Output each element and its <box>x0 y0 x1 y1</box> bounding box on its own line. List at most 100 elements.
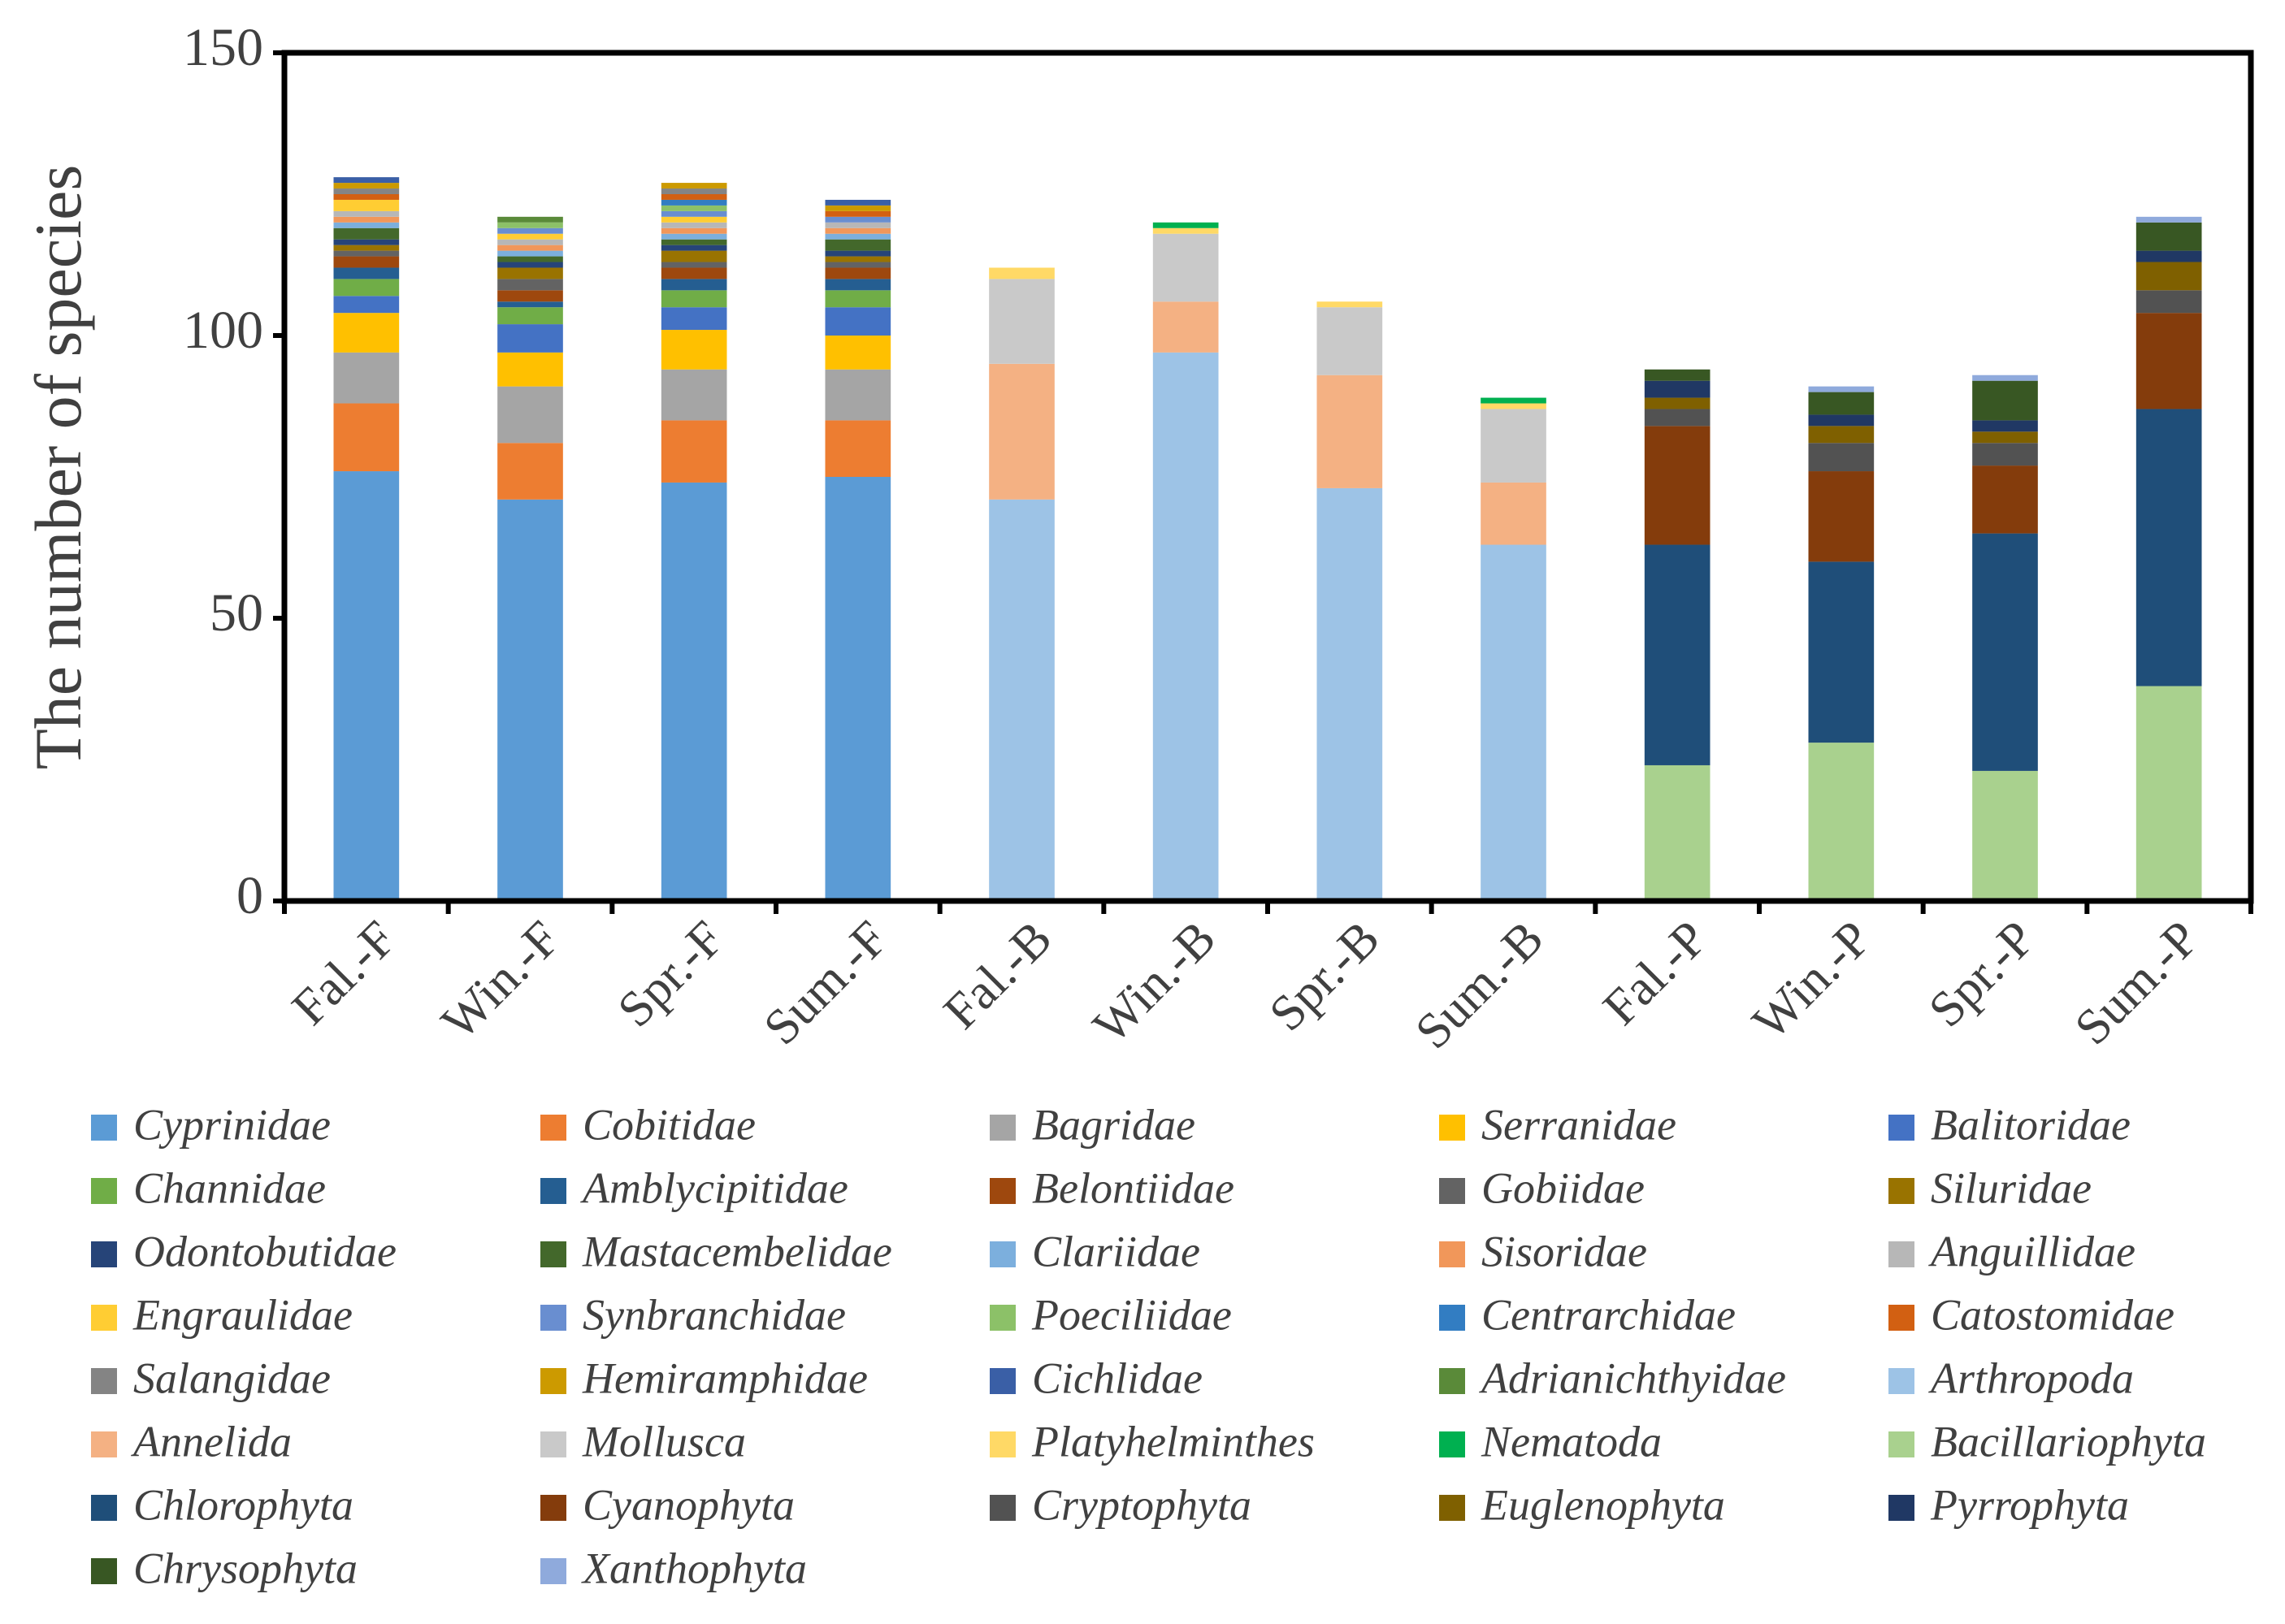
legend-label: Cichlidae <box>1032 1353 1203 1402</box>
legend-swatch <box>540 1558 566 1584</box>
bar-segment <box>497 443 563 500</box>
bar-segment <box>661 262 727 268</box>
bar-segment <box>825 250 891 257</box>
legend-item: Belontiidae <box>990 1163 1234 1212</box>
bar-segment <box>1972 375 2038 381</box>
bar-segment <box>1972 420 2038 432</box>
legend-label: Centrarchidae <box>1481 1290 1736 1339</box>
legend-swatch <box>540 1115 566 1141</box>
legend-label: Cryptophyta <box>1032 1480 1251 1529</box>
bar-segment <box>1152 352 1219 901</box>
legend-swatch <box>540 1241 566 1267</box>
legend-swatch <box>1439 1241 1465 1267</box>
bar-segment <box>2135 686 2202 901</box>
bar-segment <box>2135 313 2202 409</box>
legend-label: Channidae <box>133 1163 326 1212</box>
bar-segment <box>825 262 891 268</box>
legend-item: Chlorophyta <box>91 1480 353 1529</box>
bar-segment <box>497 222 563 228</box>
bar-segment <box>333 227 400 240</box>
x-tick-label: Win.-P <box>1742 911 1882 1050</box>
bar-segment <box>1152 222 1219 228</box>
legend-swatch <box>990 1115 1016 1141</box>
bar-segment <box>1481 397 1546 404</box>
legend-label: Platyhelminthes <box>1031 1417 1315 1466</box>
legend-swatch <box>91 1178 117 1204</box>
legend-item: Engraulidae <box>91 1290 353 1339</box>
bar-segment <box>333 239 400 245</box>
bar-segment <box>497 499 563 901</box>
legend-item: Serranidae <box>1439 1100 1676 1149</box>
bar-segment <box>1808 426 1875 444</box>
bar-segment <box>661 290 727 308</box>
plot-frame <box>281 50 2254 904</box>
bar-segment <box>333 188 400 194</box>
legend-label: Serranidae <box>1481 1100 1676 1149</box>
legend-label: Engraulidae <box>132 1290 353 1339</box>
bar-segment <box>497 386 563 444</box>
legend-item: Poeciliidae <box>990 1290 1232 1339</box>
y-tick-label: 0 <box>236 866 263 925</box>
legend-label: Cyprinidae <box>133 1100 331 1149</box>
bar-segment <box>825 239 891 251</box>
bar-segment <box>333 267 400 279</box>
legend-swatch <box>1439 1431 1465 1457</box>
bar-segment <box>661 233 727 240</box>
bar-segment <box>1644 397 1710 409</box>
bar-segment <box>333 296 400 314</box>
bar-segment <box>825 420 891 477</box>
bar-segment <box>825 256 891 262</box>
legend-item: Cichlidae <box>990 1353 1203 1402</box>
legend-swatch <box>1439 1368 1465 1394</box>
legend-label: Odontobutidae <box>133 1227 397 1275</box>
legend-label: Synbranchidae <box>583 1290 846 1339</box>
bar-segment <box>825 233 891 240</box>
bar-segment <box>497 262 563 268</box>
legend-item: Balitoridae <box>1888 1100 2131 1149</box>
bar-segment <box>825 222 891 228</box>
y-tick-label: 150 <box>183 18 263 77</box>
bar-segment <box>661 307 727 331</box>
legend-swatch <box>91 1495 117 1521</box>
bar-segment <box>1644 369 1710 381</box>
legend-item: Sisoridae <box>1439 1227 1647 1275</box>
y-tick-label: 100 <box>183 301 263 360</box>
bar-segment <box>497 227 563 234</box>
bar-segment <box>1808 414 1875 427</box>
legend-label: Arthropoda <box>1928 1353 2134 1402</box>
bar-segment <box>825 477 891 901</box>
bar-segment <box>1972 466 2038 534</box>
x-tick-label: Sum.-B <box>1405 911 1554 1059</box>
legend-swatch <box>91 1115 117 1141</box>
legend-label: Bacillariophyta <box>1931 1417 2206 1466</box>
y-axis-label: The number of species <box>21 165 95 770</box>
legend-label: Anguillidae <box>1928 1227 2135 1275</box>
legend-label: Xanthophyta <box>581 1544 807 1592</box>
legend-item: Bagridae <box>990 1100 1195 1149</box>
legend-swatch <box>540 1178 566 1204</box>
legend-swatch <box>1439 1115 1465 1141</box>
legend-item: Gobiidae <box>1439 1163 1645 1212</box>
legend-swatch <box>91 1241 117 1267</box>
legend-item: Arthropoda <box>1888 1353 2134 1402</box>
bar-segment <box>333 216 400 223</box>
bar-segment <box>825 369 891 421</box>
bar-segment <box>1808 743 1875 901</box>
bar-segment <box>661 250 727 262</box>
bar-segment <box>1972 443 2038 466</box>
legend-item: Pyrrophyta <box>1888 1480 2129 1529</box>
bar-segment <box>1316 307 1383 375</box>
bar-segment <box>825 336 891 370</box>
bar-segment <box>1972 533 2038 771</box>
legend-label: Poeciliidae <box>1031 1290 1232 1339</box>
legend-item: Xanthophyta <box>540 1544 807 1592</box>
bar-segment <box>661 199 727 206</box>
bar-segment <box>2135 222 2202 251</box>
bar-segment <box>497 324 563 353</box>
legend-item: Nematoda <box>1439 1417 1662 1466</box>
legend-item: Hemiramphidae <box>540 1353 868 1402</box>
legend-item: Platyhelminthes <box>990 1417 1315 1466</box>
legend-swatch <box>1888 1115 1914 1141</box>
bar-segment <box>333 313 400 353</box>
